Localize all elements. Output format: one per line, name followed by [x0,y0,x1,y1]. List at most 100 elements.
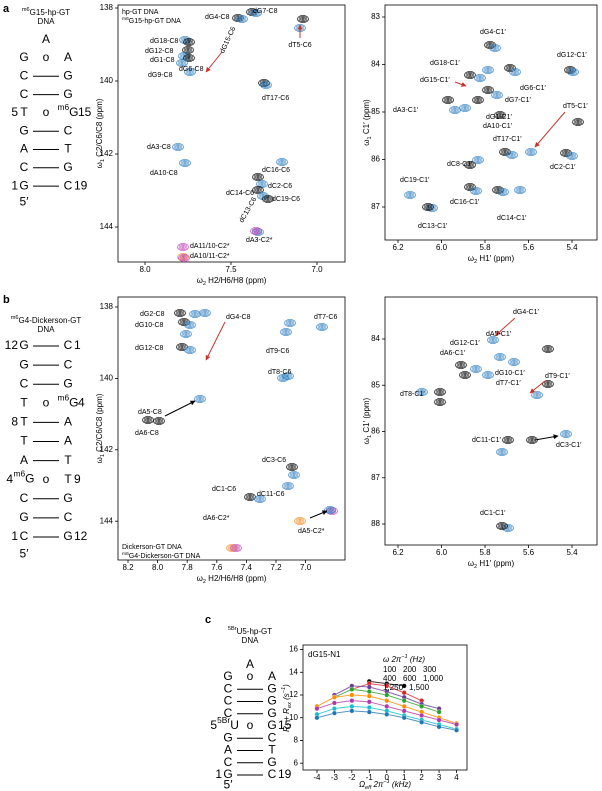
peak-contour [497,355,503,359]
peak-contour [179,319,189,325]
peak-contour [263,83,269,87]
y-axis-title: ω1 C2/C6/C8 (ppm) [95,393,106,463]
plot-frame [384,296,598,546]
data-point [384,703,390,709]
data-point [366,705,372,710]
peak-contour [325,507,335,513]
peak-contour [482,371,494,379]
peak-contour [529,438,535,442]
x-axis-title-part: ω [197,276,203,285]
peak-contour [180,61,184,65]
peak-contour [285,374,291,378]
peak-contour [183,332,189,336]
dna-base: T [64,472,72,486]
peak-contour [563,151,569,155]
dna-num: 4 [6,472,13,486]
dna-wobble: o [247,718,254,732]
dna-base: G [223,767,232,781]
peak-contour [459,371,471,379]
legend-entry: hp-GT DNA [122,9,159,16]
peak-contour [327,508,333,512]
peak-contour [506,151,518,159]
dna-loop: A [42,32,50,46]
peak-contour [184,68,196,76]
peak-contour [416,388,428,396]
y-tick-label: 14 [289,667,298,676]
peak-contour [202,311,208,315]
dna-num: 4 [78,395,85,409]
peak-label: dG2-C8 [140,311,165,318]
peak-contour [258,79,270,87]
y-axis-title: ω1 C1′ (ppm) [362,99,373,146]
y-axis-title: ω1 C2/C6/C8 (ppm) [95,98,106,168]
peak-contour [175,145,181,149]
peak-contour [576,120,580,124]
peak-contour [258,497,262,501]
peak-contour [517,188,523,192]
peak-contour [186,40,192,44]
dna-base: C [64,338,73,352]
peak-label: dC11-C6 [257,491,285,498]
peak-contour [422,203,434,211]
plot-frame [384,4,598,241]
peak-label: dC13-C1′ [418,223,448,230]
legend-title-part: (Hz) [408,655,426,664]
peak-contour [543,346,553,352]
peak-contour [490,45,500,51]
peak-contour [545,382,551,386]
dna-base: T [20,105,28,119]
peak-contour [483,372,493,378]
y-axis-title-part: + R [282,708,291,723]
dna-base: C [268,767,277,781]
dna-base-sup: 5Br [217,715,230,725]
legend-entry: 100 [383,665,397,674]
legend-entry-part: Dickerson-GT DNA [122,544,182,551]
peak-label: dT17-C1′ [493,136,522,143]
dna-base-part: G [25,472,34,486]
y-axis-title-sub: 1 [100,159,106,162]
y-axis-title-part: C1′ (ppm) [362,397,371,434]
peak-contour [471,366,481,372]
data-point [349,698,355,704]
peak-contour [185,347,195,353]
peak-label: dG4-C1′ [513,309,540,316]
peak-label: dA11/10-C2* [190,243,230,250]
peak-contour [484,41,496,49]
x-axis-title-part: H2/H6/H8 (ppm) [206,574,267,583]
y-axis-title-sub: 1 [100,454,106,457]
dna-base: C [64,510,73,524]
peak-contour [173,144,183,150]
peak-contour [503,437,513,443]
peak-contour [143,417,153,423]
dna-base: T [20,395,28,409]
dna-num: 15 [78,105,92,119]
peak-contour [483,67,493,73]
peak-contour [157,419,161,423]
peak-contour [286,463,298,471]
peak-contour [301,17,305,21]
peak-contour [475,98,481,102]
peak-contour [462,373,468,377]
legend-entry-sup: m6 [122,551,129,557]
data-point [384,683,390,689]
dna-end: 5′ [20,546,30,560]
x-tick-label: -1 [366,773,374,782]
dna-base: 5BrU [217,715,239,732]
peak-contour [497,449,507,455]
y-axis-title-sub: ex [287,702,293,708]
peak-label: dG4-C8 [205,14,230,21]
peak-contour [497,523,507,529]
peak-contour [546,347,550,351]
x-tick-label: 2 [419,773,424,782]
peak-contour [295,518,305,524]
peak-contour [488,337,498,343]
peak-contour [507,152,517,158]
peak-contour [485,68,491,72]
peak-contour [545,347,551,351]
dna-base: G [63,376,72,390]
peak-contour [266,197,270,201]
peak-contour [265,197,271,201]
x-axis-title-sub: 2 [474,564,477,570]
dna-base: C [224,706,233,720]
peak-contour [496,522,508,530]
